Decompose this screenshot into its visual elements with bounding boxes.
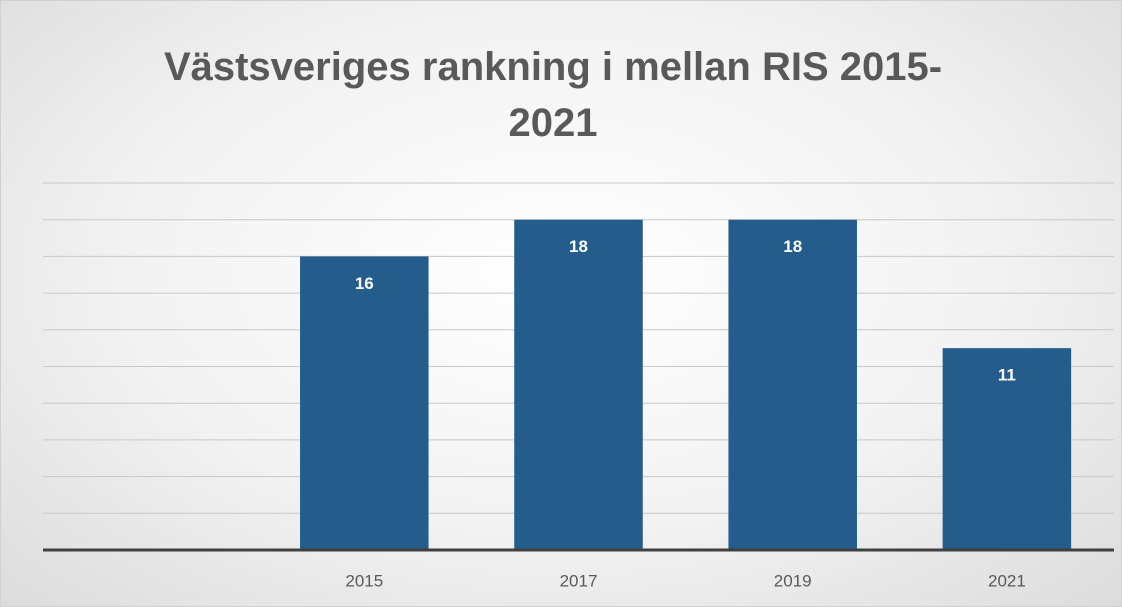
chart-title: Västsveriges rankning i mellan RIS 2015-… (163, 45, 943, 145)
bar (942, 348, 1072, 550)
bar (300, 256, 429, 550)
data-label: 18 (783, 237, 802, 256)
bar (728, 219, 857, 550)
x-tick-label: 2019 (774, 571, 812, 590)
x-tick-label: 2015 (345, 571, 383, 590)
data-label: 16 (355, 274, 374, 293)
x-tick-label: 2017 (560, 571, 598, 590)
bar (514, 219, 643, 550)
data-label: 11 (998, 366, 1016, 385)
x-tick-label: 2021 (988, 571, 1026, 590)
data-label: 18 (569, 237, 588, 256)
